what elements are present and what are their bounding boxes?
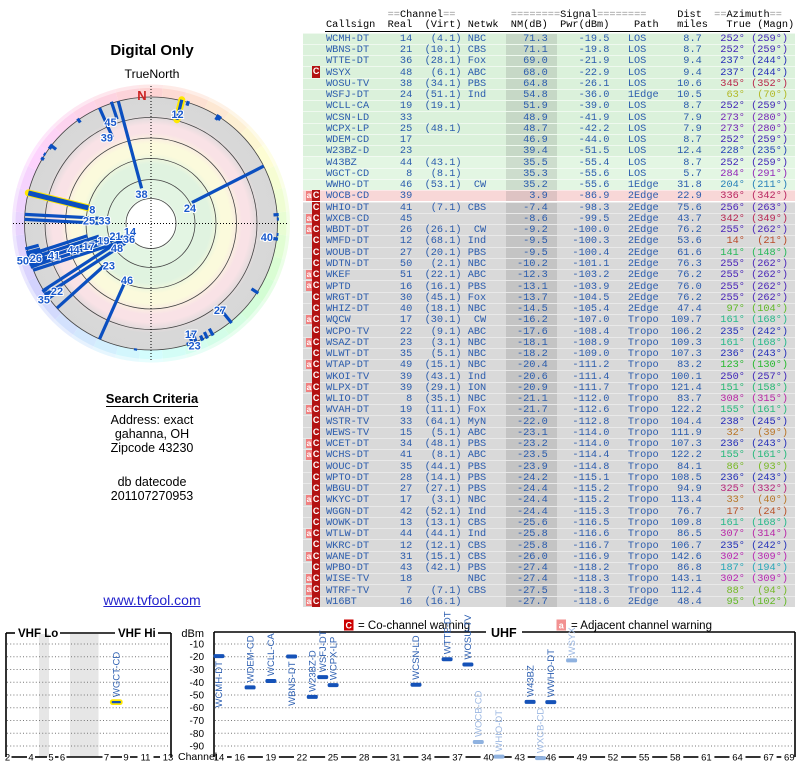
svg-text:WSFJ-DT: WSFJ-DT — [318, 630, 329, 672]
svg-text:C: C — [345, 621, 352, 631]
svg-text:N: N — [137, 88, 146, 103]
svg-text:12: 12 — [171, 109, 183, 121]
svg-text:38: 38 — [135, 189, 147, 201]
svg-text:23: 23 — [188, 341, 200, 353]
svg-text:9: 9 — [123, 753, 128, 764]
svg-text:5: 5 — [48, 753, 53, 764]
svg-text:37: 37 — [452, 753, 463, 764]
svg-text:45: 45 — [104, 117, 116, 129]
svg-text:= Adjacent channel warning: = Adjacent channel warning — [571, 620, 712, 632]
svg-text:19: 19 — [266, 753, 277, 764]
svg-text:52: 52 — [608, 753, 619, 764]
svg-text:-50: -50 — [190, 691, 205, 702]
svg-text:WXCB-CD: WXCB-CD — [536, 708, 547, 754]
svg-text:24: 24 — [184, 203, 197, 215]
svg-text:-90: -90 — [190, 742, 205, 753]
svg-text:-20: -20 — [190, 652, 205, 663]
svg-text:23: 23 — [103, 261, 115, 273]
svg-text:67: 67 — [763, 753, 774, 764]
svg-text:a: a — [559, 621, 565, 631]
svg-text:WWHO-DT: WWHO-DT — [546, 649, 557, 697]
svg-text:28: 28 — [359, 753, 370, 764]
svg-text:21: 21 — [109, 231, 121, 243]
svg-text:49: 49 — [577, 753, 588, 764]
svg-text:W23BZ-D: W23BZ-D — [308, 650, 319, 692]
svg-text:WTTE-DT: WTTE-DT — [442, 611, 453, 654]
svg-text:25: 25 — [83, 216, 95, 228]
svg-text:VHF Hi: VHF Hi — [118, 628, 156, 640]
svg-text:11: 11 — [141, 753, 151, 764]
svg-text:VHF Lo: VHF Lo — [18, 628, 58, 640]
svg-text:-10: -10 — [190, 640, 205, 651]
svg-text:22: 22 — [51, 286, 63, 298]
svg-text:-30: -30 — [190, 665, 205, 676]
svg-text:-60: -60 — [190, 703, 205, 714]
svg-text:dBm: dBm — [181, 628, 204, 640]
svg-text:WSYX: WSYX — [567, 627, 578, 656]
svg-text:40: 40 — [483, 753, 494, 764]
svg-text:22: 22 — [297, 753, 308, 764]
svg-text:17: 17 — [83, 241, 95, 253]
svg-text:-40: -40 — [190, 678, 205, 689]
svg-text:64: 64 — [732, 753, 743, 764]
svg-text:WGCT-CD: WGCT-CD — [112, 652, 123, 698]
svg-text:39: 39 — [101, 133, 113, 145]
svg-text:33: 33 — [98, 216, 110, 228]
svg-text:W43BZ: W43BZ — [525, 665, 536, 697]
svg-text:44: 44 — [67, 245, 80, 257]
svg-text:43: 43 — [514, 753, 525, 764]
svg-text:13: 13 — [163, 753, 174, 764]
svg-text:36: 36 — [123, 234, 135, 246]
svg-text:= Co-channel warning: = Co-channel warning — [358, 620, 470, 632]
svg-text:14: 14 — [214, 753, 225, 764]
svg-text:-70: -70 — [190, 716, 205, 727]
svg-text:7: 7 — [104, 753, 109, 764]
svg-text:46: 46 — [121, 275, 133, 287]
svg-text:58: 58 — [670, 753, 681, 764]
svg-text:8: 8 — [89, 205, 95, 217]
svg-text:WBNS-DT: WBNS-DT — [287, 661, 298, 706]
svg-text:Channel: Channel — [178, 751, 217, 763]
svg-text:41: 41 — [48, 251, 60, 263]
svg-text:2: 2 — [5, 753, 10, 764]
svg-text:WDEM-CD: WDEM-CD — [245, 635, 256, 682]
svg-text:55: 55 — [639, 753, 650, 764]
svg-text:27: 27 — [214, 305, 226, 317]
svg-text:WOSU-TV: WOSU-TV — [463, 614, 474, 660]
svg-text:-80: -80 — [190, 729, 205, 740]
svg-text:WHIO-DT: WHIO-DT — [494, 710, 505, 752]
svg-text:WCLL-CA: WCLL-CA — [266, 633, 277, 676]
svg-text:46: 46 — [546, 753, 557, 764]
svg-text:61: 61 — [701, 753, 712, 764]
svg-text:50: 50 — [17, 256, 29, 268]
svg-text:WOCB-CD: WOCB-CD — [473, 690, 484, 737]
svg-text:31: 31 — [390, 753, 401, 764]
svg-text:WCMH-DT: WCMH-DT — [214, 661, 225, 708]
svg-text:6: 6 — [60, 753, 65, 764]
svg-text:35: 35 — [38, 295, 50, 307]
svg-text:16: 16 — [234, 753, 245, 764]
svg-text:17: 17 — [185, 329, 197, 341]
svg-text:WCSN-LD: WCSN-LD — [411, 635, 422, 679]
svg-text:4: 4 — [28, 753, 33, 764]
svg-text:UHF: UHF — [491, 626, 517, 640]
svg-text:25: 25 — [328, 753, 339, 764]
svg-text:48: 48 — [111, 243, 123, 255]
svg-text:14: 14 — [124, 227, 137, 239]
svg-text:WCPX-LP: WCPX-LP — [328, 637, 339, 680]
svg-text:19: 19 — [97, 236, 109, 248]
svg-text:69: 69 — [784, 753, 795, 764]
svg-text:26: 26 — [30, 253, 42, 265]
svg-text:40: 40 — [261, 232, 273, 244]
svg-text:34: 34 — [421, 753, 432, 764]
